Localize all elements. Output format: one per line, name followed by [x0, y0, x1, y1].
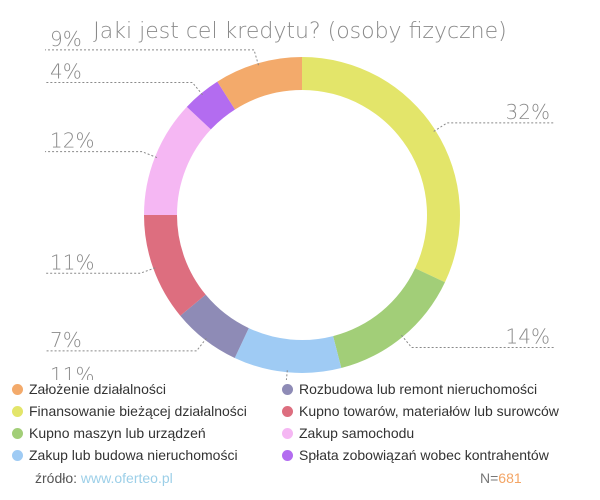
legend-label: Kupno towarów, materiałów lub surowców [299, 403, 559, 419]
slice-value-label: 12% [50, 129, 94, 153]
slice-value-label: 14% [506, 325, 550, 349]
legend-label: Zakup lub budowa nieruchomości [29, 447, 238, 463]
legend-item: Zakup lub budowa nieruchomości [12, 447, 238, 463]
donut-slice [234, 328, 342, 373]
source-label: źródło: [35, 470, 78, 486]
leader-line [45, 151, 158, 159]
donut-slice [144, 215, 206, 316]
legend-swatch [282, 427, 293, 439]
legend-swatch [282, 383, 293, 395]
donut-chart: Jaki jest cel kredytu? (osoby fizyczne) … [45, 19, 555, 380]
slice-value-label: 7% [50, 328, 82, 352]
leader-line [45, 49, 259, 66]
slice-value-label: 4% [50, 59, 82, 83]
source-note: źródło: www.oferteo.pl [35, 470, 173, 486]
legend-label: Zakup samochodu [299, 425, 415, 441]
leader-line [45, 337, 207, 352]
legend-swatch [12, 405, 23, 417]
legend-label: Finansowanie bieżącej działalności [29, 403, 247, 419]
legend-swatch [282, 449, 293, 461]
legend-item: Rozbudowa lub remont nieruchomości [282, 381, 537, 397]
sample-size: N=681 [480, 470, 522, 486]
legend-swatch [12, 383, 23, 395]
donut-slice [217, 57, 302, 110]
legend-item: Założenie działalności [12, 381, 166, 397]
leader-line [285, 370, 288, 380]
donut-slice [180, 294, 249, 358]
slice-value-label: 11% [50, 250, 94, 274]
legend-label: Rozbudowa lub remont nieruchomości [299, 381, 538, 397]
chart-title: Jaki jest cel kredytu? (osoby fizyczne) [93, 19, 506, 44]
legend-label: Spłata zobowiązań wobec kontrahentów [299, 447, 549, 463]
donut-slice [186, 81, 236, 130]
slice-value-label: 32% [506, 100, 550, 124]
legend-item: Kupno towarów, materiałów lub surowców [282, 403, 559, 419]
leader-line [433, 122, 555, 132]
donut-slice [144, 106, 211, 215]
legend-label: Założenie działalności [29, 381, 166, 397]
slice-value-label: 11% [50, 363, 94, 380]
legend-item: Finansowanie bieżącej działalności [12, 403, 247, 419]
legend-swatch [12, 449, 23, 461]
donut-slice [333, 268, 445, 369]
legend-item: Spłata zobowiązań wobec kontrahentów [282, 447, 549, 463]
sample-size-label: N= [480, 470, 499, 486]
legend-label: Kupno maszyn lub urządzeń [29, 425, 206, 441]
slice-value-label: 9% [50, 27, 82, 51]
legend-item: Kupno maszyn lub urządzeń [12, 425, 206, 441]
source-link[interactable]: www.oferteo.pl [80, 470, 173, 486]
donut-slice [302, 57, 460, 283]
leader-line [45, 267, 156, 274]
legend-swatch [282, 405, 293, 417]
leader-line [401, 334, 555, 349]
legend-item: Zakup samochodu [282, 425, 414, 441]
leader-line [45, 81, 203, 96]
legend-swatch [12, 427, 23, 439]
sample-size-value: 681 [498, 470, 522, 486]
